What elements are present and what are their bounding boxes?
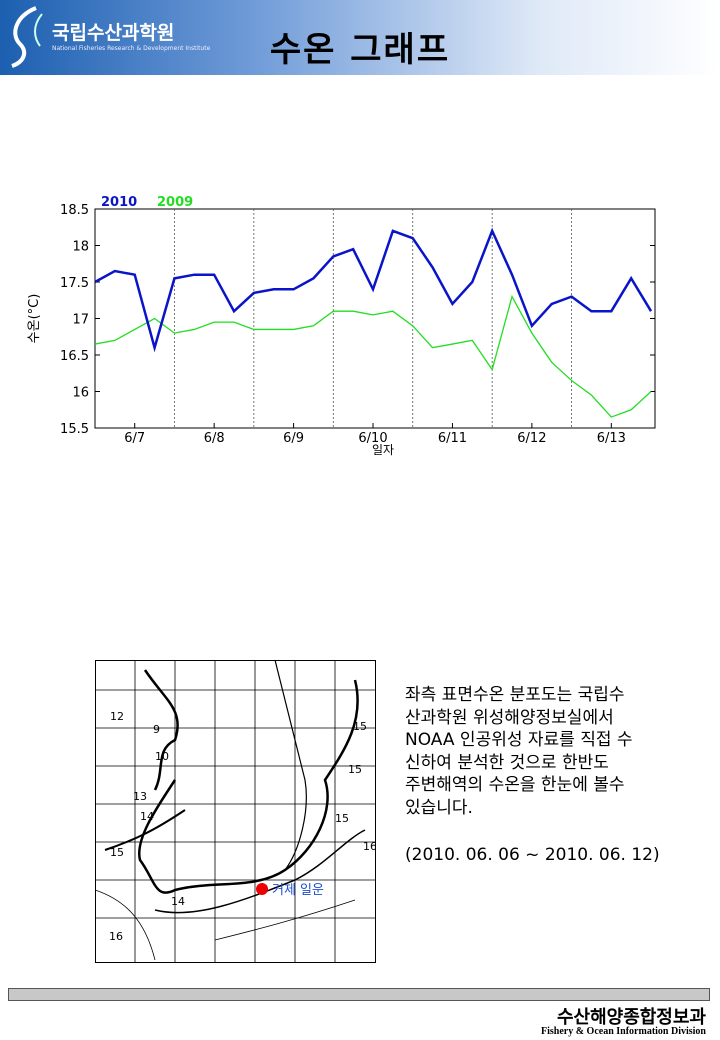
contour-label: 15 (335, 812, 349, 825)
description-line: 신하여 분석한 것으로 한반도 (405, 752, 609, 773)
legend-entry: 2010 (101, 195, 137, 210)
contour-label: 14 (140, 810, 154, 823)
x-tick-label: 6/11 (438, 431, 467, 446)
description-line: 산과학원 위성해양정보실에서 (405, 707, 614, 728)
header-bar (0, 0, 720, 75)
x-tick-label: 6/12 (517, 431, 546, 446)
y-tick-label: 16 (72, 386, 89, 401)
x-tick-label: 6/9 (283, 431, 304, 446)
series-line (94, 294, 652, 418)
footer-title: 수산해양종합정보과 (556, 1007, 706, 1028)
y-axis-label: 수온(°C) (27, 294, 42, 344)
series-line (94, 227, 653, 353)
description-line: 있습니다. (405, 797, 473, 818)
description-line: 좌측 표면수온 분포도는 국립수 (405, 685, 625, 705)
x-tick-label: 6/13 (597, 431, 626, 446)
y-tick-label: 18 (72, 240, 89, 255)
logo-sub: National Fisheries Research & Developmen… (52, 45, 211, 52)
contour-label: 9 (153, 723, 160, 736)
chart: 15.5 16 16.5 17 17.5 18 18.5 6/7 6/8 6/9 6/10 6/11 6… (27, 195, 656, 457)
page-title: 수온 그래프 (269, 30, 451, 70)
y-tick-label: 16.5 (60, 349, 89, 364)
x-axis-label: 일자 (372, 443, 394, 457)
description: 좌측 표면수온 분포도는 국립수 산과학원 위성해양정보실에서 NOAA 인공위성 … (405, 684, 705, 819)
logo-name: 국립수산과학원 (52, 22, 175, 44)
y-tick-label: 18.5 (60, 203, 89, 218)
contour-label: 15 (353, 720, 367, 733)
contour-label: 16 (363, 840, 376, 853)
contour-label: 13 (133, 790, 147, 803)
x-tick-label: 6/10 (358, 431, 387, 446)
y-tick-label: 17 (72, 313, 89, 328)
contour-label: 15 (110, 846, 124, 859)
sst-map: 12 9 10 13 14 15 15 15 15 16 14 16 거제 일운 (95, 660, 376, 963)
contour-label: 14 (171, 895, 185, 908)
station-dot (256, 883, 268, 895)
contour-label: 15 (348, 763, 362, 776)
plot-frame (94, 208, 656, 429)
footer-subtitle: Fishery & Ocean Information Division (541, 1026, 706, 1037)
description-line: 주변해역의 수온을 한눈에 볼수 (405, 775, 625, 795)
date-range: (2010. 06. 06 ~ 2010. 06. 12) (405, 845, 660, 865)
y-tick-label: 15.5 (60, 422, 89, 437)
footer-bar (8, 988, 710, 1001)
logo-icon (11, 6, 43, 68)
contour-label: 12 (110, 710, 124, 723)
contour-label: 16 (109, 930, 123, 943)
contour-label: 10 (155, 750, 169, 763)
y-tick-label: 17.5 (60, 276, 89, 291)
x-tick-label: 6/7 (124, 431, 145, 446)
legend-entry: 2009 (157, 195, 193, 210)
station-label: 거제 일운 (272, 883, 324, 898)
x-tick-label: 6/8 (204, 431, 225, 446)
description-line: NOAA 인공위성 자료를 직접 수 (405, 730, 633, 750)
